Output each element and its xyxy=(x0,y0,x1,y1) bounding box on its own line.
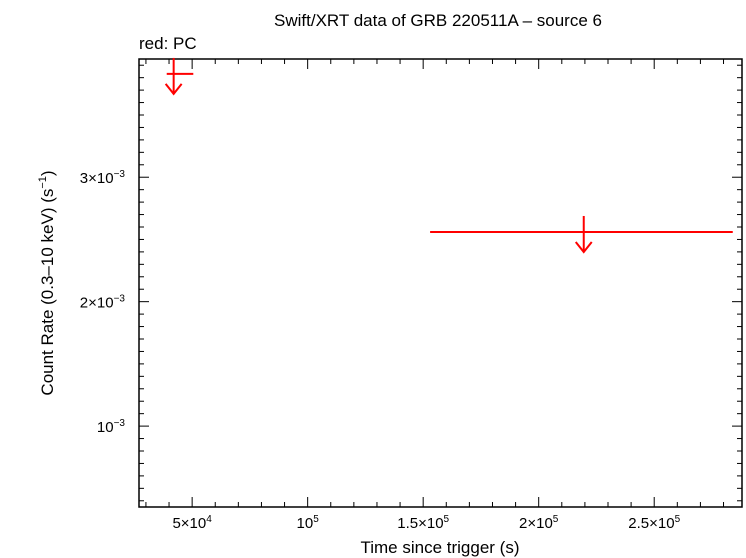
x-tick-label: 105 xyxy=(297,514,320,532)
x-tick-label: 2.5×105 xyxy=(628,514,680,532)
y-tick-label: 10−3 xyxy=(97,418,126,436)
y-axis-label-tail: ) xyxy=(38,170,57,176)
plot-frame xyxy=(138,58,743,508)
y-tick-exponent: −3 xyxy=(114,169,126,180)
x-tick-exponent: 5 xyxy=(675,514,681,525)
legend-note: red: PC xyxy=(139,34,197,53)
y-tick-label: 3×10−3 xyxy=(80,169,126,187)
y-axis: 10−32×10−33×10−3 xyxy=(80,64,742,502)
x-axis-label: Time since trigger (s) xyxy=(360,538,519,557)
chart-title: Swift/XRT data of GRB 220511A – source 6 xyxy=(274,11,602,30)
y-tick-mantissa: 10 xyxy=(97,419,114,436)
x-tick-exponent: 4 xyxy=(206,514,212,525)
x-tick-mantissa: 1.5×10 xyxy=(397,515,443,532)
y-tick-mantissa: 2×10 xyxy=(80,295,114,312)
upper-limit-arrowhead xyxy=(574,241,593,254)
x-tick-mantissa: 2×10 xyxy=(519,515,553,532)
x-axis: 5×104 105 1.5×105 2×105 2.5×105 xyxy=(145,59,725,532)
y-tick-exponent: −3 xyxy=(114,294,126,305)
x-tick-mantissa: 5×10 xyxy=(172,515,206,532)
y-axis-label-main: Count Rate (0.3–10 keV) (s xyxy=(38,189,57,396)
y-tick-label: 2×10−3 xyxy=(80,294,126,312)
upper-limit-arrowhead xyxy=(164,83,183,96)
x-tick-exponent: 5 xyxy=(444,514,450,525)
x-tick-label: 5×104 xyxy=(172,514,212,532)
y-tick-exponent: −3 xyxy=(114,418,126,429)
x-tick-label: 2×105 xyxy=(519,514,559,532)
y-axis-label: Count Rate (0.3–10 keV) (s−1) xyxy=(37,170,57,395)
x-tick-label: 1.5×105 xyxy=(397,514,449,532)
data-points xyxy=(164,57,733,254)
x-tick-mantissa: 2.5×10 xyxy=(628,515,674,532)
x-tick-exponent: 5 xyxy=(313,514,319,525)
y-tick-mantissa: 3×10 xyxy=(80,170,114,187)
upper-limit-point xyxy=(430,215,733,254)
x-tick-mantissa: 10 xyxy=(297,515,314,532)
y-axis-label-sup: −1 xyxy=(37,176,49,189)
x-tick-exponent: 5 xyxy=(553,514,559,525)
upper-limit-point xyxy=(164,57,194,96)
